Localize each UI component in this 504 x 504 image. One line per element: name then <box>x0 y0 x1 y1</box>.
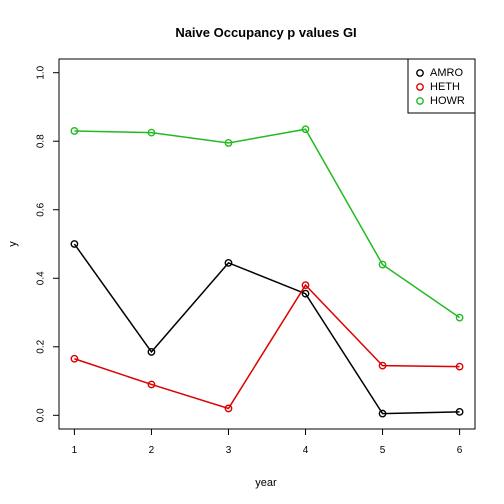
data-point-amro <box>378 409 387 418</box>
data-point-heth <box>147 380 156 389</box>
data-point-howr <box>70 127 79 135</box>
y-axis: 0.0 0.2 0.4 0.6 0.8 1.0 <box>36 65 59 422</box>
legend-marker-howr <box>416 97 424 105</box>
x-tick-label: 2 <box>149 445 155 456</box>
data-point-heth <box>301 281 310 290</box>
x-tick-label: 6 <box>457 445 463 456</box>
y-tick-label: 0.6 <box>36 202 47 216</box>
y-tick-label: 0.4 <box>36 271 47 285</box>
legend-label-howr: HOWR <box>430 95 465 107</box>
data-point-heth <box>70 354 79 363</box>
x-tick-label: 4 <box>303 445 309 456</box>
data-point-howr <box>147 128 156 137</box>
data-point-amro <box>455 407 464 416</box>
series-layer <box>70 125 464 418</box>
data-point-amro <box>224 258 233 267</box>
plot-frame <box>58 58 476 430</box>
data-point-amro <box>70 240 79 248</box>
data-point-howr <box>301 125 310 134</box>
x-tick-label: 3 <box>226 445 232 456</box>
x-axis: 1 2 3 4 5 6 <box>72 429 463 456</box>
series-line-heth <box>74 283 460 410</box>
legend-label-heth: HETH <box>430 81 460 93</box>
y-tick-label: 1.0 <box>36 65 47 79</box>
chart-title: Naive Occupancy p values GI <box>175 25 356 40</box>
x-tick-label: 5 <box>380 445 386 456</box>
x-axis-label: year <box>255 477 277 489</box>
data-point-howr <box>378 260 387 269</box>
data-point-heth <box>455 362 464 371</box>
legend-label-amro: AMRO <box>430 67 463 79</box>
data-point-howr <box>224 139 233 147</box>
data-point-howr <box>455 313 464 322</box>
series-line-amro <box>73 243 460 415</box>
y-axis-label: y <box>7 241 19 247</box>
data-point-amro <box>147 348 156 356</box>
y-tick-label: 0.8 <box>36 134 47 148</box>
y-tick-label: 0.2 <box>36 339 47 353</box>
legend-marker-heth <box>416 83 424 91</box>
y-tick-label: 0.0 <box>36 408 47 422</box>
series-line-howr <box>74 128 461 319</box>
x-tick-label: 1 <box>72 445 78 456</box>
data-point-heth <box>378 361 387 370</box>
legend: AMRO HETH HOWR <box>407 58 476 114</box>
data-point-heth <box>224 404 233 413</box>
legend-marker-amro <box>416 69 424 77</box>
data-point-amro <box>301 289 310 298</box>
